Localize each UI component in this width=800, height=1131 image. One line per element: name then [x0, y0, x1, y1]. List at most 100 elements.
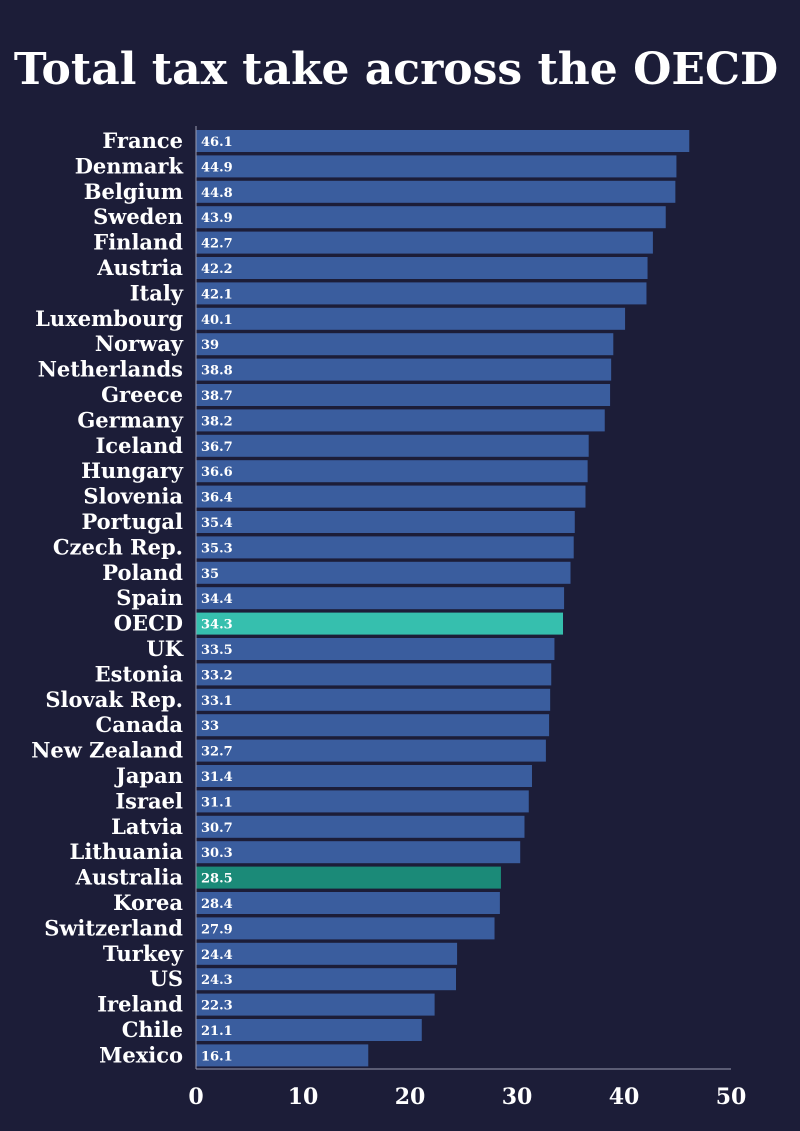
category-label: France — [102, 128, 183, 153]
value-label: 24.4 — [201, 948, 233, 963]
value-label: 35.4 — [201, 516, 233, 531]
category-label: UK — [146, 636, 183, 661]
category-label: Denmark — [75, 153, 184, 178]
category-label: Italy — [130, 280, 184, 305]
category-label: Australia — [75, 865, 184, 890]
x-tick-label: 10 — [288, 1084, 319, 1110]
value-label: 28.5 — [201, 872, 233, 887]
bar-israel — [196, 790, 529, 813]
bar-australia — [196, 866, 501, 889]
category-label: Germany — [77, 407, 183, 432]
bar-slovenia — [196, 485, 586, 508]
bar-germany — [196, 409, 605, 432]
value-label: 36.6 — [201, 465, 233, 480]
category-label: Finland — [93, 230, 183, 255]
category-label: Czech Rep. — [53, 534, 183, 559]
bar-denmark — [196, 155, 677, 178]
value-label: 33.1 — [201, 694, 233, 709]
category-label: Chile — [122, 1017, 183, 1042]
bar-greece — [196, 384, 611, 406]
value-label: 30.3 — [201, 846, 233, 861]
value-label: 34.4 — [201, 592, 233, 607]
value-label: 36.4 — [201, 491, 233, 506]
category-label: US — [150, 966, 183, 991]
category-label: Iceland — [95, 433, 183, 458]
bar-iceland — [196, 434, 589, 457]
category-label: Luxembourg — [35, 306, 183, 331]
category-label: OECD — [114, 611, 183, 636]
category-label: Israel — [115, 788, 183, 813]
category-label: Poland — [102, 560, 183, 585]
value-label: 22.3 — [201, 999, 233, 1014]
bar-netherlands — [196, 358, 612, 381]
bar-finland — [196, 231, 653, 254]
value-label: 44.9 — [201, 160, 233, 175]
value-label: 42.1 — [201, 287, 233, 302]
bar-mexico — [196, 1044, 369, 1067]
bar-turkey — [196, 942, 458, 965]
category-label: Netherlands — [38, 357, 183, 382]
category-label: Latvia — [111, 814, 183, 839]
category-label: Norway — [95, 331, 184, 356]
category-label: Turkey — [103, 941, 184, 966]
bar-luxembourg — [196, 307, 626, 330]
category-label: Sweden — [93, 204, 183, 229]
value-label: 33 — [201, 719, 219, 734]
bar-japan — [196, 765, 532, 787]
category-label: Hungary — [81, 458, 184, 483]
bar-ireland — [196, 993, 435, 1016]
bar-chile — [196, 1019, 422, 1041]
value-label: 30.7 — [201, 821, 233, 836]
chart-title: Total tax take across the OECD — [14, 44, 778, 95]
bar-austria — [196, 257, 648, 279]
category-label: Switzerland — [44, 915, 183, 940]
category-label: Canada — [96, 712, 184, 737]
value-label: 35.3 — [201, 541, 233, 556]
x-tick-label: 50 — [716, 1084, 747, 1110]
value-label: 38.8 — [201, 364, 233, 379]
value-label: 42.7 — [201, 237, 233, 252]
bar-lithuania — [196, 841, 521, 864]
category-label: Mexico — [99, 1042, 183, 1067]
bar-slovak-rep — [196, 688, 551, 711]
value-label: 38.2 — [201, 414, 233, 429]
category-label: Ireland — [97, 992, 183, 1017]
value-label: 38.7 — [201, 389, 233, 404]
category-label: Greece — [101, 382, 183, 407]
value-label: 43.9 — [201, 211, 233, 226]
value-label: 39 — [201, 338, 219, 353]
category-label: Slovenia — [83, 484, 183, 509]
bar-spain — [196, 587, 565, 610]
bar-france — [196, 130, 690, 152]
bar-korea — [196, 892, 500, 914]
category-label: Slovak Rep. — [45, 687, 183, 712]
bar-latvia — [196, 815, 525, 838]
x-tick-label: 0 — [188, 1084, 203, 1110]
axes-group: 0 10 20 30 40 50 — [188, 126, 746, 1110]
value-label: 40.1 — [201, 313, 233, 328]
x-tick-label: 40 — [609, 1084, 640, 1110]
category-label: Lithuania — [70, 839, 184, 864]
category-label: Japan — [114, 763, 183, 788]
bar-uk — [196, 638, 555, 660]
bar-italy — [196, 282, 647, 305]
bars-group: France 46.1 Denmark 44.9 Belgium 44.8 Sweden 43… — [31, 128, 690, 1067]
bar-belgium — [196, 180, 676, 203]
bar-oecd — [196, 612, 564, 635]
category-label: New Zealand — [31, 738, 183, 763]
value-label: 35 — [201, 567, 219, 582]
value-label: 33.5 — [201, 643, 233, 658]
value-label: 24.3 — [201, 973, 233, 988]
value-label: 32.7 — [201, 745, 233, 760]
value-label: 33.2 — [201, 668, 233, 683]
bar-switzerland — [196, 917, 495, 940]
value-label: 36.7 — [201, 440, 233, 455]
value-label: 42.2 — [201, 262, 233, 277]
category-label: Korea — [113, 890, 183, 915]
value-label: 16.1 — [201, 1049, 233, 1064]
bar-hungary — [196, 460, 588, 483]
value-label: 21.1 — [201, 1024, 233, 1039]
value-label: 46.1 — [201, 135, 233, 150]
bar-czech-rep — [196, 536, 574, 559]
